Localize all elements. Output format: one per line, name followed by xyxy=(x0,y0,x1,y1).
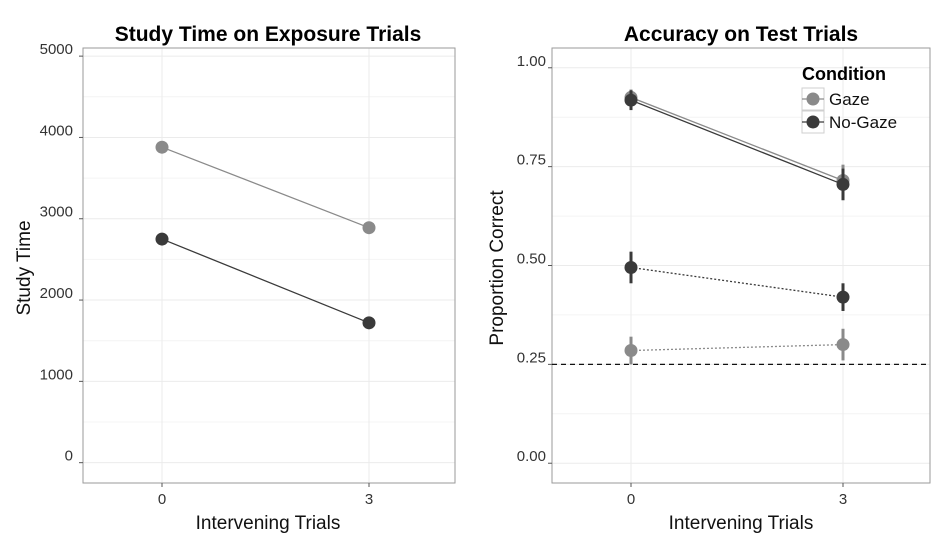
y-tick-label: 0 xyxy=(65,448,73,465)
x-axis-title: Intervening Trials xyxy=(196,513,341,534)
plot-area: 0.00 0.25 0.50 0.75 1.00 0 3 xyxy=(517,47,931,508)
data-point xyxy=(362,316,376,330)
x-tick-label: 3 xyxy=(839,491,847,508)
y-tick-label: 0.75 xyxy=(517,152,546,169)
x-tick-label: 0 xyxy=(627,491,635,508)
data-point xyxy=(362,221,376,235)
y-tick-label: 1.00 xyxy=(517,53,546,70)
y-axis-title: Proportion Correct xyxy=(487,190,508,346)
y-tick-label: 1000 xyxy=(40,366,73,383)
y-tick-label: 5000 xyxy=(40,41,73,58)
y-axis-title: Study Time xyxy=(14,220,35,315)
series-gaze xyxy=(155,140,376,235)
series-line xyxy=(630,96,844,182)
series-line xyxy=(630,343,844,352)
legend-label: No-Gaze xyxy=(829,113,897,132)
series-line xyxy=(630,99,844,186)
chart-title: Study Time on Exposure Trials xyxy=(115,23,422,46)
data-point xyxy=(836,338,850,352)
plot-frame xyxy=(82,47,456,484)
y-tick-label: 0.00 xyxy=(517,448,546,465)
series-line xyxy=(161,238,370,324)
series-no-gaze xyxy=(624,90,850,201)
legend: Condition Gaze No-Gaze xyxy=(801,64,897,134)
legend-title: Condition xyxy=(802,64,886,84)
data-point xyxy=(155,232,169,246)
series-no-gaze xyxy=(624,251,850,311)
y-tick-label: 0.50 xyxy=(517,251,546,268)
data-point xyxy=(836,290,850,304)
y-tick-label: 2000 xyxy=(40,285,73,302)
legend-key-point xyxy=(806,92,820,106)
legend-key-point xyxy=(806,115,820,129)
data-point xyxy=(624,344,638,358)
x-tick-label: 3 xyxy=(365,491,373,508)
data-point xyxy=(155,140,169,154)
data-point xyxy=(624,260,638,274)
accuracy-panel: 0.00 0.25 0.50 0.75 1.00 0 3 Accuracy on Test … xyxy=(487,23,931,534)
y-tick-label: 4000 xyxy=(40,122,73,139)
x-axis-title: Intervening Trials xyxy=(669,513,814,534)
plot-area: 0 1000 2000 3000 4000 5000 0 3 xyxy=(40,41,456,508)
y-tick-label: 0.25 xyxy=(517,349,546,366)
data-point xyxy=(624,93,638,107)
data-point xyxy=(836,177,850,191)
legend-label: Gaze xyxy=(829,90,870,109)
study-time-panel: 0 1000 2000 3000 4000 5000 0 3 Study Time on Ex… xyxy=(14,23,456,534)
series-no-gaze xyxy=(155,232,376,330)
x-tick-label: 0 xyxy=(158,491,166,508)
y-tick-label: 3000 xyxy=(40,204,73,221)
series-gaze xyxy=(624,328,850,365)
chart-title: Accuracy on Test Trials xyxy=(624,23,858,46)
series-line xyxy=(630,266,844,298)
series-line xyxy=(161,146,370,229)
